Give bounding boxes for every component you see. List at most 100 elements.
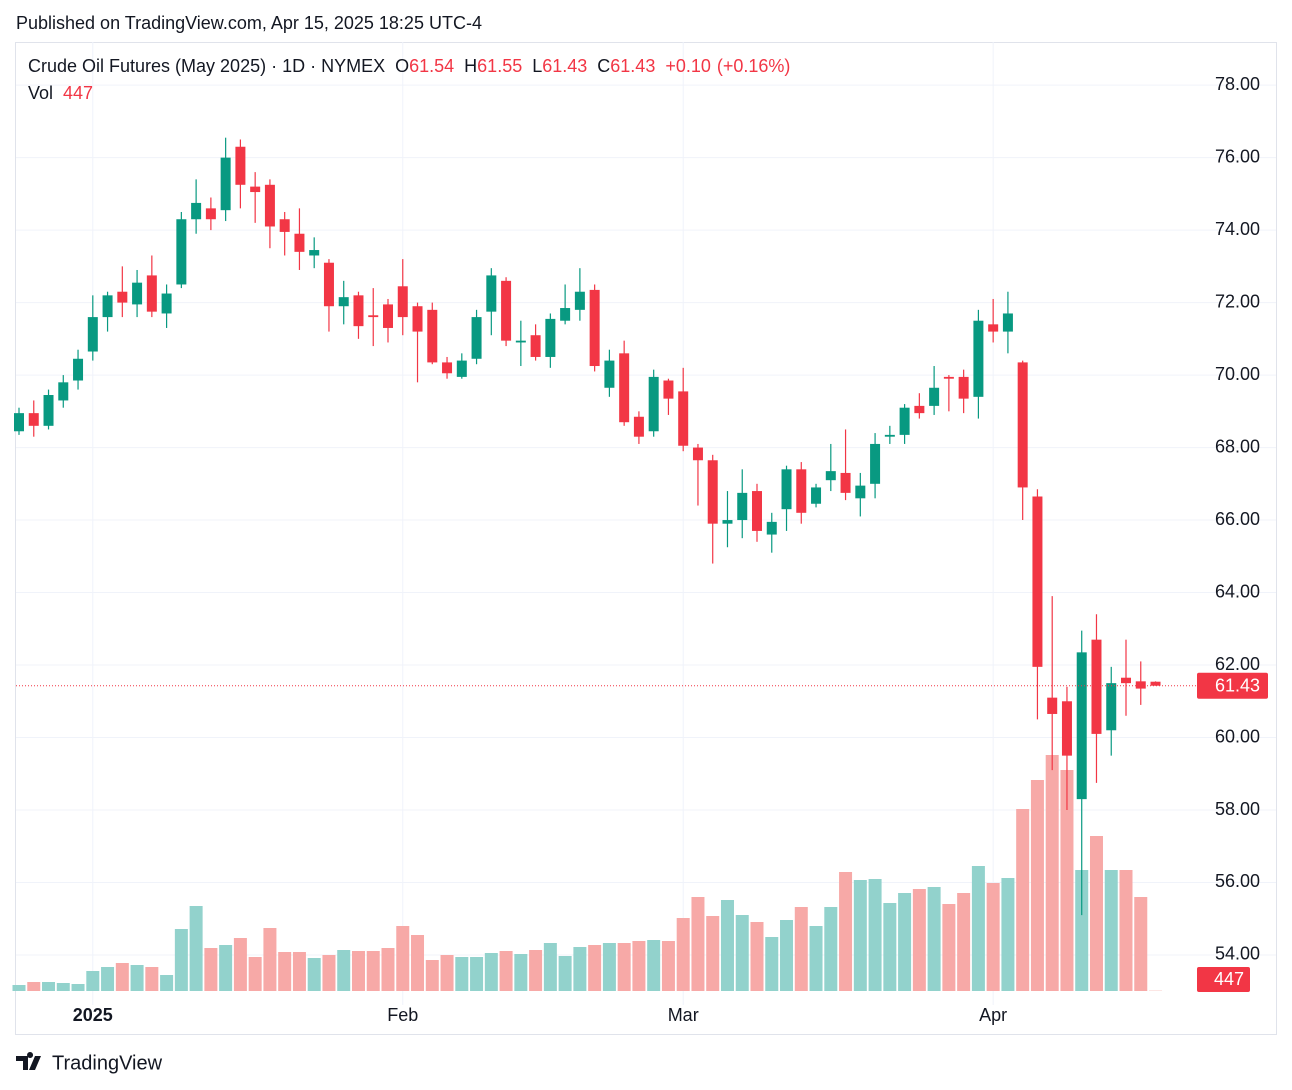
volume-bar <box>12 985 26 991</box>
volume-bar <box>691 897 705 991</box>
candle-body <box>294 233 305 252</box>
volume-bar <box>1016 809 1030 991</box>
candle-body <box>943 376 954 379</box>
candle-body <box>471 317 482 359</box>
close-value: 61.43 <box>610 56 655 76</box>
ohlc-label: O <box>395 56 409 76</box>
y-tick-label: 74.00 <box>1215 219 1260 239</box>
candle-body <box>279 219 290 232</box>
change-value: +0.10 <box>665 56 711 76</box>
volume-bar <box>366 951 380 991</box>
y-tick-label: 56.00 <box>1215 871 1260 891</box>
candle-body <box>87 317 98 352</box>
candle-body <box>397 286 408 318</box>
volume-pane <box>12 755 1163 991</box>
volume-bar <box>292 952 306 991</box>
ohlc-label: H <box>464 56 477 76</box>
change-percent: (+0.16%) <box>717 56 791 76</box>
y-tick-label: 70.00 <box>1215 364 1260 384</box>
candle-body <box>1135 681 1146 689</box>
volume-value: 447 <box>63 83 93 103</box>
volume-tag <box>1197 967 1250 992</box>
volume-bar <box>248 957 262 991</box>
candle-body <box>619 353 630 423</box>
candle-body <box>1032 496 1043 667</box>
y-tick-label: 62.00 <box>1215 654 1260 674</box>
volume-bar <box>1104 870 1118 991</box>
volume-bar <box>1001 878 1015 991</box>
volume-bar <box>263 928 277 991</box>
candle-body <box>28 413 39 426</box>
volume-bar <box>529 950 543 991</box>
candle-body <box>1047 697 1058 714</box>
volume-bar <box>632 941 646 991</box>
volume-bar <box>543 943 557 991</box>
last-price-label: 61.43 <box>1215 675 1260 695</box>
candle-body <box>545 318 556 357</box>
chart-title: Crude Oil Futures (May 2025) · 1D · NYME… <box>28 56 385 76</box>
volume-bar <box>661 941 675 991</box>
brand-logo: TradingView <box>16 1052 163 1074</box>
high-value: 61.55 <box>477 56 522 76</box>
volume-bar <box>573 947 587 991</box>
volume-bar <box>1089 836 1103 991</box>
candle-body <box>840 472 851 493</box>
volume-bar <box>455 957 469 991</box>
volume-bar <box>824 907 838 991</box>
candle-body <box>191 202 202 220</box>
candle-body <box>678 391 689 446</box>
open-value: 61.54 <box>409 56 454 76</box>
y-tick-label: 78.00 <box>1215 74 1260 94</box>
candle-body <box>427 309 438 363</box>
candle-body <box>855 485 866 499</box>
candle-body <box>574 291 585 310</box>
candle-body <box>161 293 172 314</box>
y-tick-label: 64.00 <box>1215 581 1260 601</box>
candle-body <box>796 469 807 513</box>
y-tick-label: 72.00 <box>1215 291 1260 311</box>
volume-bar <box>839 872 853 991</box>
last-price-tag <box>1197 672 1268 699</box>
candle-body <box>117 291 128 303</box>
volume-bar <box>883 903 897 991</box>
candle-body <box>1091 639 1102 734</box>
candle-body <box>811 487 822 504</box>
volume-bar <box>971 866 985 991</box>
volume-bar <box>425 960 439 991</box>
volume-bar <box>86 971 100 991</box>
volume-bar <box>160 975 174 991</box>
candle-body <box>589 289 600 367</box>
candle-body <box>648 376 659 432</box>
candle-body <box>456 360 467 377</box>
candle-body <box>102 295 113 318</box>
volume-bar <box>986 883 1000 991</box>
x-tick-label: Feb <box>387 1005 418 1025</box>
y-tick-label: 58.00 <box>1215 799 1260 819</box>
candle-body <box>973 320 984 397</box>
volume-bar <box>381 948 395 991</box>
volume-bar <box>720 900 734 991</box>
candle-body <box>264 184 275 227</box>
candle-body <box>766 521 777 535</box>
candle-body <box>220 157 231 211</box>
candle-body <box>1002 313 1013 332</box>
volume-bar <box>912 889 926 991</box>
candle-body <box>132 282 143 305</box>
candle-body <box>988 324 999 332</box>
chart-frame <box>15 42 1277 1035</box>
candle-body <box>368 315 379 318</box>
volume-bar <box>1045 755 1059 991</box>
volume-bar <box>750 922 764 991</box>
candles <box>14 137 1161 916</box>
volume-bar <box>219 945 233 991</box>
candle-body <box>530 335 541 357</box>
volume-bar <box>130 965 144 991</box>
candle-body <box>501 280 512 341</box>
volume-bar <box>204 948 218 991</box>
volume-bar <box>602 943 616 991</box>
volume-bar <box>396 926 410 991</box>
candle-body <box>1017 362 1028 488</box>
y-tick-label: 68.00 <box>1215 436 1260 456</box>
candle-body <box>73 358 84 381</box>
